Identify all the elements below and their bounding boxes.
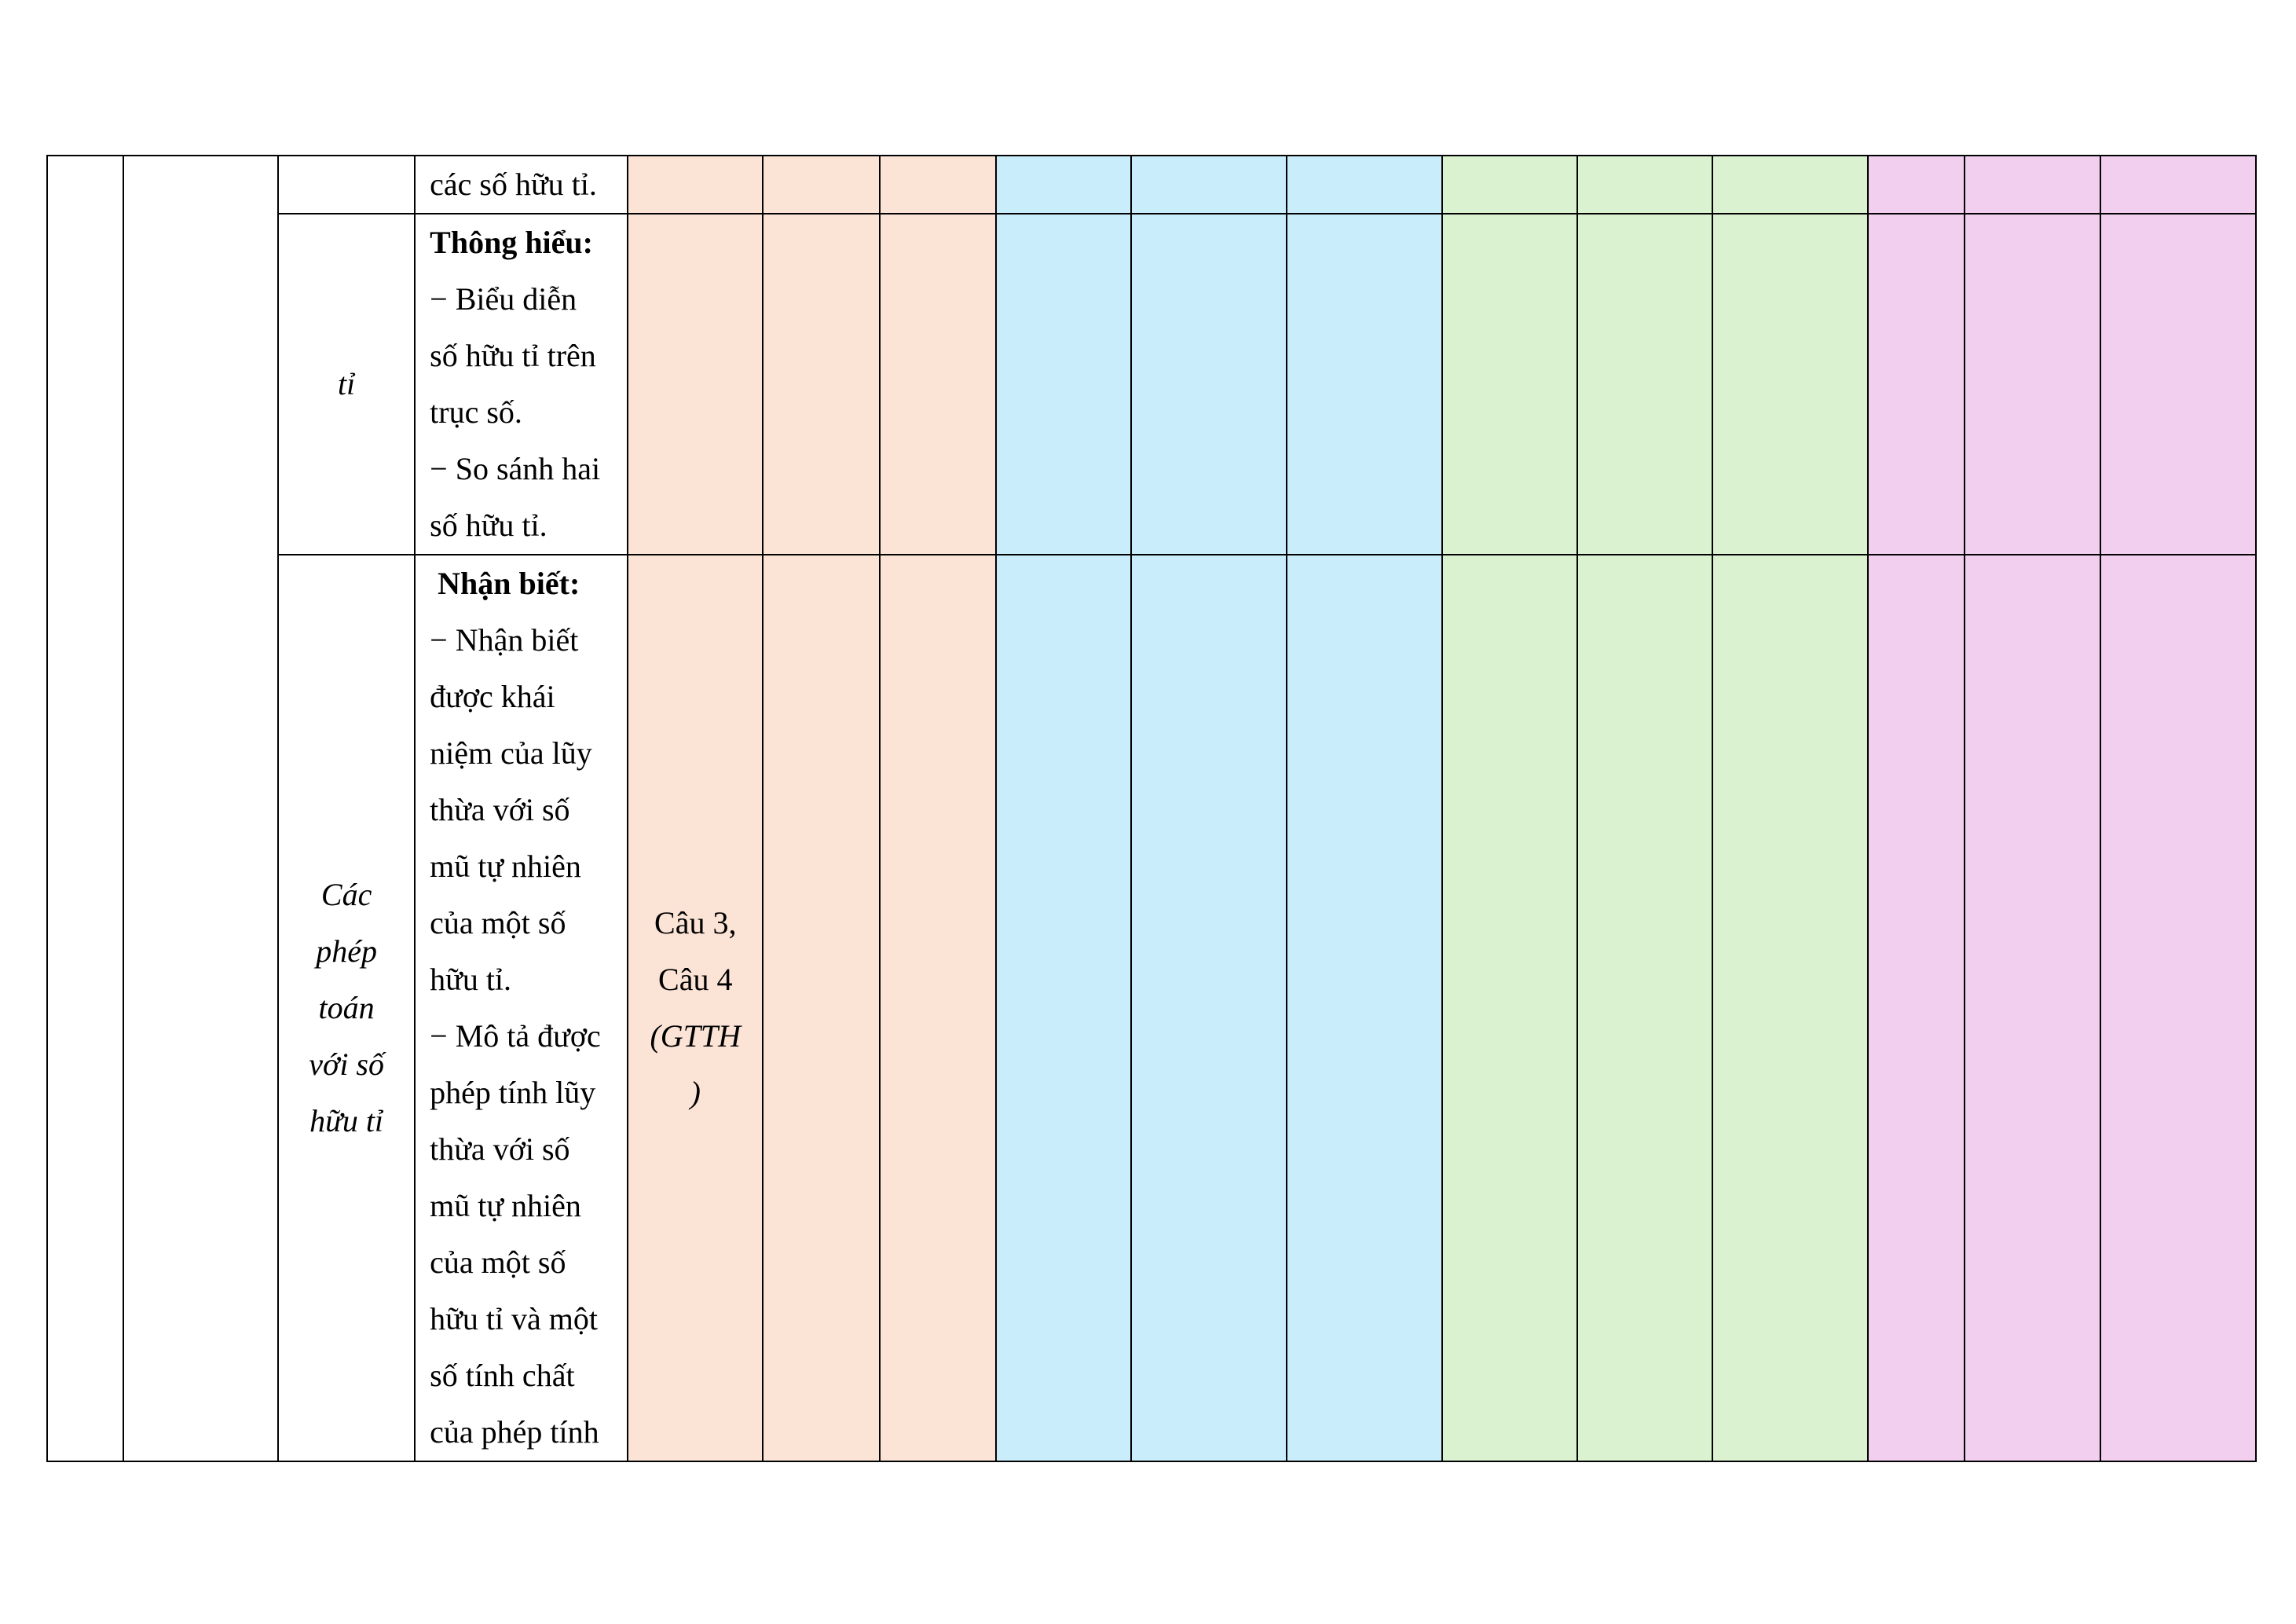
level-2-cell	[1286, 213, 1443, 555]
level-4-cell	[1866, 155, 1965, 214]
level-1-cell	[879, 155, 998, 214]
requirement-line: trục số.	[430, 394, 522, 430]
level-1-tnkq-cell	[627, 213, 764, 555]
topic-text: với số	[309, 1047, 384, 1082]
requirement-line: số hữu tỉ trên	[430, 338, 596, 373]
table-row: tỉ Thông hiểu: − Biểu diễn số hữu tỉ trê…	[47, 213, 2258, 555]
level-3-cell	[1576, 213, 1713, 555]
topic-text: hữu tỉ	[309, 1103, 384, 1138]
level-2-cell	[995, 213, 1133, 555]
requirement-line: được khái	[430, 679, 555, 714]
topic-text: toán	[318, 990, 375, 1025]
level-2-cell	[1130, 554, 1288, 1462]
requirement-line: − Mô tả được	[430, 1018, 601, 1054]
requirement-line: thừa với số	[430, 1131, 570, 1167]
requirement-line: của một số	[430, 1245, 566, 1280]
level-3-cell	[1711, 213, 1869, 555]
exam-matrix-table: các số hữu tỉ. tỉ Thông hiểu: − Biểu diễ…	[46, 155, 2258, 1462]
question-note: )	[690, 1075, 701, 1110]
chapter-cell	[123, 155, 280, 1462]
level-4-cell	[1963, 213, 2101, 555]
requirement-line: phép tính lũy	[430, 1075, 596, 1110]
requirement-cell: các số hữu tỉ.	[414, 155, 629, 214]
level-3-cell	[1441, 155, 1578, 214]
requirement-line: − Nhận biết	[430, 622, 579, 658]
level-1-cell	[762, 554, 881, 1462]
level-heading: Nhận biết:	[438, 566, 580, 601]
topic-cell: tỉ	[277, 213, 416, 555]
topic-cell: Các phép toán với số hữu tỉ	[277, 554, 416, 1462]
requirement-text: các số hữu tỉ.	[430, 167, 597, 202]
topic-text: phép	[316, 933, 377, 969]
level-1-cell	[879, 213, 998, 555]
level-3-cell	[1441, 213, 1578, 555]
level-3-cell	[1576, 155, 1713, 214]
requirement-cell: Thông hiểu: − Biểu diễn số hữu tỉ trên t…	[414, 213, 629, 555]
level-2-cell	[1286, 155, 1443, 214]
level-heading: Thông hiểu:	[430, 225, 593, 260]
level-4-cell	[2099, 554, 2258, 1462]
table-row: Các phép toán với số hữu tỉ Nhận biết: −…	[47, 554, 2258, 1462]
question-note: (GTTH	[650, 1018, 742, 1054]
stt-cell	[46, 155, 125, 1462]
requirement-line: số tính chất	[430, 1358, 575, 1393]
level-3-cell	[1711, 155, 1869, 214]
level-4-cell	[1963, 554, 2101, 1462]
level-3-cell	[1576, 554, 1713, 1462]
requirement-line: − So sánh hai	[430, 451, 601, 486]
level-2-cell	[1130, 213, 1288, 555]
level-2-cell	[1130, 155, 1288, 214]
level-1-tnkq-cell	[627, 155, 764, 214]
level-1-cell	[762, 155, 881, 214]
question-cell: Câu 3, Câu 4 (GTTH )	[627, 554, 764, 1462]
requirement-line: niệm của lũy	[430, 735, 592, 771]
level-2-cell	[995, 554, 1133, 1462]
requirement-line: mũ tự nhiên	[430, 1188, 581, 1223]
level-1-cell	[879, 554, 998, 1462]
question-ref: Câu 3,	[654, 905, 737, 940]
requirement-line: của phép tính	[430, 1414, 599, 1450]
topic-text: Các	[320, 877, 372, 912]
level-4-cell	[2099, 155, 2258, 214]
level-4-cell	[1866, 213, 1965, 555]
level-3-cell	[1441, 554, 1578, 1462]
level-1-cell	[762, 213, 881, 555]
requirement-cell: Nhận biết: − Nhận biết được khái niệm củ…	[414, 554, 629, 1462]
level-4-cell	[1963, 155, 2101, 214]
requirement-line: của một số	[430, 905, 566, 940]
question-ref: Câu 4	[658, 962, 733, 997]
topic-cell	[277, 155, 416, 214]
requirement-line: hữu tỉ.	[430, 962, 512, 997]
requirement-line: − Biểu diễn	[430, 281, 577, 317]
topic-text: tỉ	[338, 366, 356, 401]
requirement-line: mũ tự nhiên	[430, 849, 581, 884]
level-4-cell	[1866, 554, 1965, 1462]
requirement-line: thừa với số	[430, 792, 570, 827]
requirement-line: số hữu tỉ.	[430, 508, 547, 543]
level-4-cell	[2099, 213, 2258, 555]
requirement-line: hữu tỉ và một	[430, 1301, 599, 1336]
level-2-cell	[995, 155, 1133, 214]
level-3-cell	[1711, 554, 1869, 1462]
level-2-cell	[1286, 554, 1443, 1462]
table-row: các số hữu tỉ.	[46, 155, 2258, 1462]
